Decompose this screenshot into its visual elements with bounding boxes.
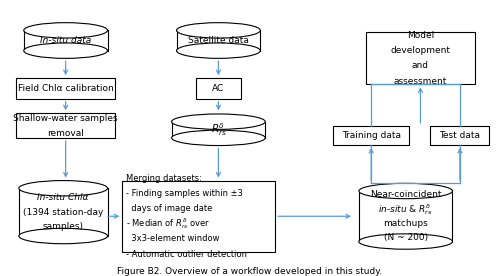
- Bar: [172, 122, 265, 138]
- Ellipse shape: [19, 228, 108, 244]
- Bar: [16, 78, 115, 99]
- Text: (N ~ 200): (N ~ 200): [384, 233, 428, 242]
- Text: samples): samples): [42, 222, 84, 231]
- Ellipse shape: [176, 23, 260, 38]
- Text: Near-coincident: Near-coincident: [370, 190, 442, 199]
- Bar: [366, 32, 474, 84]
- Text: Test data: Test data: [440, 131, 480, 140]
- Text: (1394 station-day: (1394 station-day: [23, 208, 103, 217]
- Bar: [176, 30, 260, 51]
- Text: assessment: assessment: [394, 76, 447, 86]
- Text: In-situ Chlα: In-situ Chlα: [38, 193, 89, 202]
- Text: development: development: [390, 46, 450, 55]
- Ellipse shape: [359, 183, 452, 199]
- Bar: [333, 126, 409, 145]
- Ellipse shape: [24, 23, 107, 38]
- Text: $R_{rs}^{\delta}$: $R_{rs}^{\delta}$: [210, 121, 226, 138]
- Bar: [24, 30, 107, 51]
- Ellipse shape: [172, 114, 265, 129]
- Text: - Automatic outlier detection: - Automatic outlier detection: [126, 250, 248, 259]
- Text: days of image date: days of image date: [126, 204, 212, 213]
- Ellipse shape: [176, 23, 260, 38]
- Bar: [359, 191, 452, 242]
- Text: - Median of $R_{rs}^{\delta}$ over: - Median of $R_{rs}^{\delta}$ over: [126, 216, 210, 231]
- Bar: [430, 126, 490, 145]
- Text: Model: Model: [407, 31, 434, 40]
- Text: and: and: [412, 62, 429, 70]
- Text: In-situ data: In-situ data: [40, 36, 92, 45]
- Bar: [196, 78, 240, 99]
- Bar: [122, 181, 275, 252]
- Ellipse shape: [172, 130, 265, 145]
- Ellipse shape: [359, 183, 452, 199]
- Ellipse shape: [24, 43, 107, 58]
- Text: matchups: matchups: [384, 219, 428, 228]
- Ellipse shape: [172, 114, 265, 129]
- Text: AC: AC: [212, 84, 224, 93]
- Ellipse shape: [176, 43, 260, 58]
- Ellipse shape: [19, 181, 108, 196]
- Text: 3x3-element window: 3x3-element window: [126, 234, 220, 243]
- Text: Figure B2. Overview of a workflow developed in this study.: Figure B2. Overview of a workflow develo…: [118, 267, 382, 276]
- Bar: [16, 113, 115, 138]
- Ellipse shape: [19, 181, 108, 196]
- Ellipse shape: [359, 234, 452, 249]
- Bar: [19, 188, 108, 236]
- Text: Satellite data: Satellite data: [188, 36, 249, 45]
- Text: Training data: Training data: [342, 131, 400, 140]
- Text: Shallow-water samples: Shallow-water samples: [14, 114, 118, 123]
- Text: $in$-$situ$ & $R_{rs}^{\delta}$: $in$-$situ$ & $R_{rs}^{\delta}$: [378, 202, 433, 217]
- Text: Field Chlα calibration: Field Chlα calibration: [18, 84, 114, 93]
- Text: Merging datasets:: Merging datasets:: [126, 174, 202, 183]
- Text: removal: removal: [47, 129, 84, 138]
- Text: - Finding samples within ±3: - Finding samples within ±3: [126, 189, 243, 198]
- Ellipse shape: [24, 23, 107, 38]
